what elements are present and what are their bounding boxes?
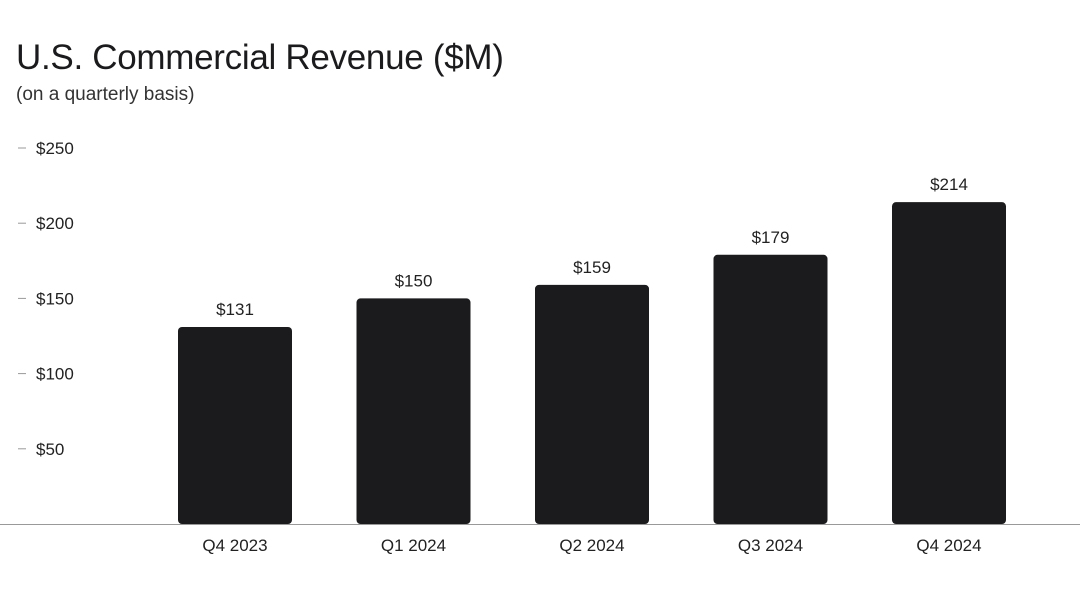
bar: [356, 298, 471, 524]
data-label: $131: [216, 300, 254, 319]
y-tick-label: $50: [36, 440, 64, 459]
chart-subtitle: (on a quarterly basis): [16, 84, 195, 105]
y-tick-label: $250: [36, 139, 74, 158]
data-label: $150: [395, 271, 433, 290]
bars: $131 $150 $159 $179 $214: [178, 175, 1006, 525]
x-tick-label: Q4 2023: [202, 536, 267, 555]
bar: [892, 202, 1006, 525]
x-tick-label: Q2 2024: [559, 536, 624, 555]
bar: [535, 284, 649, 524]
y-tick-label: $100: [36, 365, 74, 384]
bar: [713, 254, 828, 524]
x-tick-label: Q1 2024: [381, 536, 446, 555]
y-tick-label: $150: [36, 289, 74, 308]
bar: [178, 326, 292, 524]
data-label: $214: [930, 175, 968, 194]
x-tick-label: Q4 2024: [916, 536, 981, 555]
chart-title: U.S. Commercial Revenue ($M): [16, 38, 504, 77]
x-axis: Q4 2023 Q1 2024 Q2 2024 Q3 2024 Q4 2024: [202, 536, 981, 555]
y-axis: $50 $100 $150 $200 $250: [18, 139, 74, 459]
y-tick-label: $200: [36, 214, 74, 233]
x-tick-label: Q3 2024: [738, 536, 803, 555]
data-label: $159: [573, 258, 611, 277]
data-label: $179: [752, 228, 790, 247]
